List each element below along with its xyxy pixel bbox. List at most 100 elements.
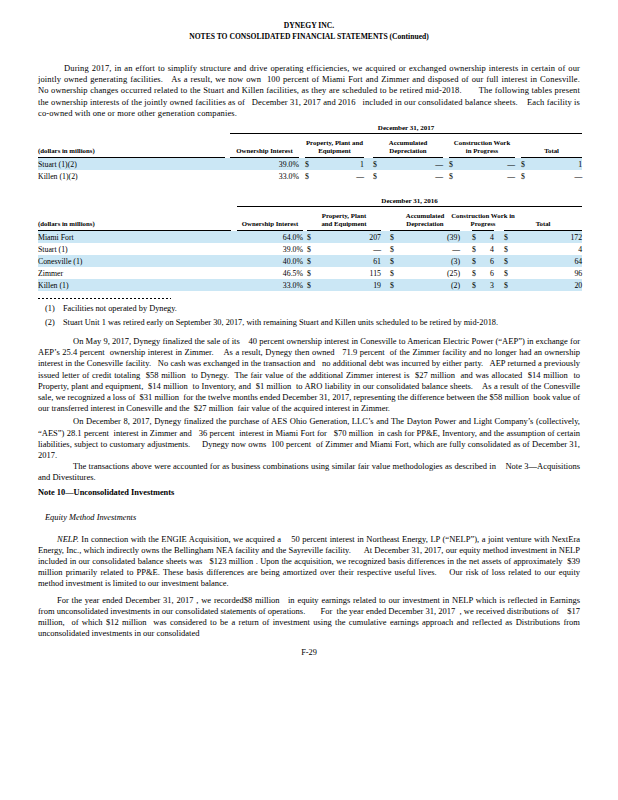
financial-table: December 31, 2017(dollars in millions)Ow… (38, 124, 582, 182)
ownership-interest-value: 39.0% (230, 158, 299, 171)
currency-symbol: $ (305, 170, 317, 182)
table-value: (3) (402, 255, 460, 267)
table-value: 115 (319, 267, 381, 279)
currency-symbol: $ (390, 267, 402, 279)
currency-symbol: $ (449, 170, 461, 182)
currency-symbol: $ (307, 231, 319, 244)
currency-symbol: $ (373, 170, 385, 182)
column-header: Accumulated Depreciation (390, 207, 460, 231)
column-header: Construction Work in Progress (449, 134, 515, 158)
text-run: During 2017, in an effort to simplify st… (38, 63, 587, 118)
paragraph-transactions: The transactions above were accounted fo… (38, 461, 580, 483)
column-header: Total (504, 207, 582, 231)
column-header: (dollars in millions) (38, 134, 225, 158)
equity-method-heading: Equity Method Investments (38, 512, 580, 523)
currency-symbol: $ (504, 279, 516, 291)
row-label: Stuart (1)(2) (38, 158, 225, 171)
currency-symbol: $ (390, 231, 402, 244)
table-row: Stuart (1)39.0%$—$—$4$4 (38, 243, 582, 255)
text-run: NELP. (57, 534, 79, 544)
table-value: — (533, 170, 582, 182)
table-value: 207 (319, 231, 381, 244)
paragraph-dec8: On December 8, 2017, Dynegy finalized th… (38, 416, 580, 461)
table-row: Miami Fort64.0%$207$(39)$4$172 (38, 231, 582, 244)
currency-symbol: $ (307, 255, 319, 267)
paragraph-may9: On May 9, 2017, Dynegy finalized the sal… (38, 336, 580, 414)
row-label: Stuart (1) (38, 243, 231, 255)
currency-symbol: $ (373, 158, 385, 171)
table-value: 64 (516, 255, 582, 267)
currency-symbol: $ (390, 243, 402, 255)
row-label: Killen (1) (38, 279, 231, 291)
currency-symbol: $ (472, 279, 484, 291)
table-value: 19 (319, 279, 381, 291)
table-value: 1 (533, 158, 582, 171)
table-value: 96 (516, 267, 582, 279)
table-value: (39) (402, 231, 460, 244)
paragraph-year: For the year ended December 31, 2017 , w… (38, 595, 580, 640)
column-header-text: Total (536, 220, 551, 228)
currency-symbol: $ (307, 279, 319, 291)
ownership-table-2017: December 31, 2017(dollars in millions)Ow… (38, 124, 580, 182)
currency-symbol: $ (307, 243, 319, 255)
table-value: 3 (484, 279, 494, 291)
column-header-text: Property, Plant and Equipment (306, 139, 363, 155)
currency-symbol: $ (504, 231, 516, 244)
column-header: Construction Work in Progress (472, 207, 494, 231)
table-value: — (461, 170, 515, 182)
currency-symbol: $ (390, 279, 402, 291)
ownership-interest-value: 40.0% (237, 255, 303, 267)
table-value: — (385, 170, 443, 182)
table-caption: December 31, 2016 (237, 197, 582, 207)
table-value: — (461, 158, 515, 171)
table-value: 4 (484, 243, 494, 255)
table-row: Zimmer46.5%$115$(25)$6$96 (38, 267, 582, 279)
table-row: Killen (1)(2)33.0%$—$—$—$— (38, 170, 582, 182)
column-header: (dollars in millions) (38, 207, 231, 231)
table-value: — (402, 243, 460, 255)
row-label: Conesville (1) (38, 255, 231, 267)
table-value: 4 (516, 243, 582, 255)
row-label: Miami Fort (38, 231, 231, 244)
ownership-interest-value: 39.0% (237, 243, 303, 255)
page-number: F-29 (0, 648, 618, 657)
table-value: (2) (402, 279, 460, 291)
column-header-text: Accumulated Depreciation (389, 139, 428, 155)
row-label: Killen (1)(2) (38, 170, 225, 182)
column-header-text: Construction Work in Progress (454, 139, 510, 155)
table-value: 4 (484, 231, 494, 244)
table-value: (25) (402, 267, 460, 279)
currency-symbol: $ (305, 158, 317, 171)
currency-symbol: $ (521, 158, 533, 171)
table-caption: December 31, 2017 (230, 124, 582, 134)
table-value: 6 (484, 267, 494, 279)
intro-paragraph: During 2017, in an effort to simplify st… (38, 63, 580, 119)
document-subtitle: NOTES TO CONSOLIDATED FINANCIAL STATEMEN… (38, 32, 580, 43)
ownership-interest-value: 33.0% (230, 170, 299, 182)
text-run: On May 9, 2017, Dynegy finalized the sal… (38, 336, 582, 413)
text-run: The transactions above were accounted fo… (38, 461, 582, 482)
ownership-interest-value: 33.0% (237, 279, 303, 291)
table-value: 1 (317, 158, 364, 171)
currency-symbol: $ (449, 158, 461, 171)
table-value: 61 (319, 255, 381, 267)
currency-symbol: $ (521, 170, 533, 182)
title-block: DYNEGY INC. NOTES TO CONSOLIDATED FINANC… (38, 0, 580, 42)
row-label: Zimmer (38, 267, 231, 279)
currency-symbol: $ (472, 243, 484, 255)
currency-symbol: $ (504, 255, 516, 267)
currency-symbol: $ (472, 231, 484, 244)
column-header: Property, Plant and Equipment (305, 134, 364, 158)
table-value: — (317, 170, 364, 182)
financial-table: December 31, 2016(dollars in millions)Ow… (38, 197, 582, 291)
currency-symbol: $ (390, 255, 402, 267)
note10-heading: Note 10—Unconsolidated Investments (38, 487, 580, 498)
currency-symbol: $ (472, 255, 484, 267)
text-run: On December 8, 2017, Dynegy finalized th… (38, 416, 582, 460)
footnote-list: (1) Facilities not operated by Dynegy.(2… (38, 305, 580, 327)
column-header: Property, Plant and Equipment (307, 207, 381, 231)
table-row: Conesville (1)40.0%$61$(3)$6$64 (38, 255, 582, 267)
column-header-text: Property, Plant and Equipment (321, 212, 366, 228)
company-name: DYNEGY INC. (38, 21, 580, 32)
footnote-divider (38, 298, 171, 299)
